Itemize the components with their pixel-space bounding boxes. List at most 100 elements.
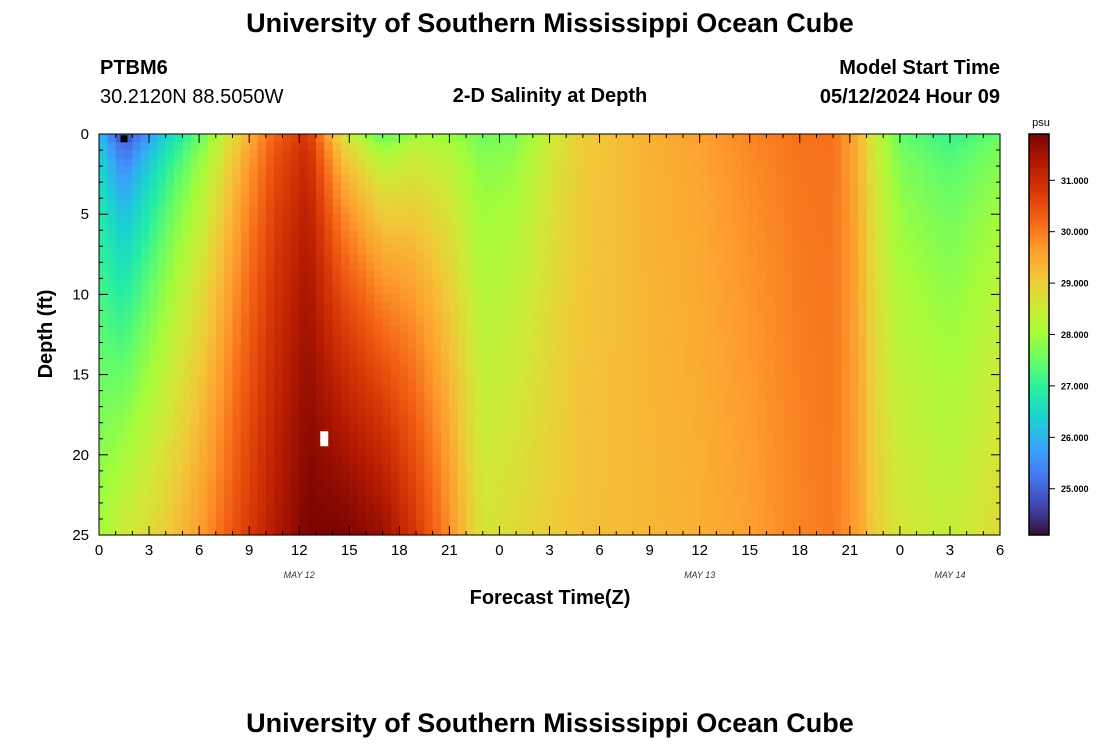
- heatmap-cell: [174, 350, 184, 360]
- heatmap-cell: [432, 278, 442, 287]
- heatmap-cell: [682, 318, 692, 328]
- heatmap-cell: [190, 190, 200, 199]
- heatmap-cell: [249, 446, 259, 456]
- heatmap-cell: [724, 286, 734, 295]
- heatmap-cell: [566, 286, 576, 295]
- heatmap-cell: [290, 238, 300, 247]
- heatmap-cell: [616, 254, 626, 263]
- heatmap-cell: [290, 270, 300, 279]
- heatmap-cell: [399, 134, 409, 143]
- heatmap-cell: [524, 486, 534, 496]
- heatmap-cell: [407, 326, 417, 336]
- heatmap-cell: [682, 438, 692, 448]
- heatmap-cell: [165, 198, 175, 207]
- heatmap-cell: [891, 406, 901, 416]
- heatmap-cell: [674, 446, 684, 456]
- heatmap-cell: [524, 294, 534, 304]
- heatmap-cell: [632, 166, 642, 175]
- heatmap-cell: [883, 382, 893, 392]
- heatmap-cell: [182, 150, 192, 159]
- heatmap-cell: [149, 286, 158, 295]
- heatmap-cell: [591, 486, 601, 496]
- heatmap-cell: [699, 230, 709, 239]
- heatmap-cell: [666, 206, 676, 215]
- heatmap-cell: [749, 422, 759, 432]
- heatmap-cell: [257, 142, 267, 151]
- heatmap-cell: [708, 430, 717, 440]
- heatmap-cell: [891, 286, 901, 295]
- heatmap-cell: [441, 246, 450, 255]
- heatmap-cell: [232, 206, 242, 215]
- heatmap-cell: [532, 254, 542, 263]
- heatmap-cell: [674, 526, 684, 536]
- heatmap-cell: [399, 174, 409, 183]
- heatmap-cell: [382, 214, 392, 223]
- heatmap-cell: [657, 198, 667, 207]
- heatmap-cell: [841, 318, 851, 328]
- heatmap-cell: [307, 526, 317, 536]
- heatmap-cell: [657, 430, 667, 440]
- heatmap-cell: [708, 302, 717, 312]
- heatmap-cell: [232, 358, 242, 368]
- heatmap-cell: [883, 174, 893, 183]
- heatmap-cell: [199, 382, 209, 392]
- heatmap-cell: [691, 190, 701, 199]
- heatmap-cell: [774, 318, 784, 328]
- heatmap-cell: [174, 238, 184, 247]
- heatmap-cell: [866, 382, 876, 392]
- heatmap-cell: [858, 254, 868, 263]
- heatmap-cell: [399, 158, 409, 167]
- heatmap-cell: [582, 366, 592, 376]
- heatmap-cell: [507, 494, 517, 504]
- heatmap-cell: [132, 190, 142, 199]
- heatmap-cell: [190, 518, 200, 528]
- heatmap-cell: [657, 350, 667, 360]
- heatmap-cell: [524, 246, 534, 255]
- heatmap-cell: [365, 478, 375, 488]
- heatmap-cell: [858, 422, 868, 432]
- heatmap-cell: [741, 494, 751, 504]
- heatmap-cell: [474, 174, 484, 183]
- heatmap-cell: [908, 398, 918, 408]
- heatmap-cell: [290, 246, 300, 255]
- heatmap-cell: [340, 526, 350, 536]
- heatmap-cell: [783, 222, 793, 231]
- heatmap-cell: [357, 486, 367, 496]
- heatmap-cell: [758, 254, 767, 263]
- heatmap-cell: [182, 358, 192, 368]
- heatmap-cell: [249, 190, 259, 199]
- heatmap-cell: [599, 470, 609, 480]
- heatmap-cell: [599, 502, 609, 512]
- heatmap-cell: [382, 158, 392, 167]
- heatmap-cell: [390, 502, 400, 512]
- heatmap-cell: [899, 430, 909, 440]
- heatmap-cell: [299, 150, 309, 159]
- heatmap-cell: [274, 526, 284, 536]
- heatmap-cell: [808, 366, 818, 376]
- heatmap-cell: [724, 494, 734, 504]
- heatmap-cell: [149, 246, 158, 255]
- heatmap-cell: [491, 318, 501, 328]
- heatmap-cell: [449, 206, 459, 215]
- heatmap-cell: [924, 206, 934, 215]
- heatmap-cell: [249, 438, 259, 448]
- heatmap-cell: [507, 278, 517, 287]
- heatmap-cell: [149, 374, 158, 384]
- heatmap-cell: [733, 486, 742, 496]
- heatmap-cell: [824, 406, 834, 416]
- heatmap-cell: [507, 238, 517, 247]
- heatmap-cell: [374, 302, 384, 312]
- heatmap-cell: [140, 262, 150, 271]
- heatmap-cell: [557, 262, 567, 271]
- heatmap-cell: [124, 406, 133, 416]
- heatmap-cell: [516, 254, 526, 263]
- heatmap-cell: [858, 182, 868, 191]
- heatmap-cell: [532, 206, 542, 215]
- heatmap-cell: [833, 470, 843, 480]
- heatmap-cell: [482, 134, 492, 143]
- heatmap-cell: [899, 142, 909, 151]
- heatmap-cell: [766, 350, 776, 360]
- heatmap-cell: [716, 198, 726, 207]
- heatmap-cell: [365, 334, 375, 344]
- heatmap-cell: [282, 478, 292, 488]
